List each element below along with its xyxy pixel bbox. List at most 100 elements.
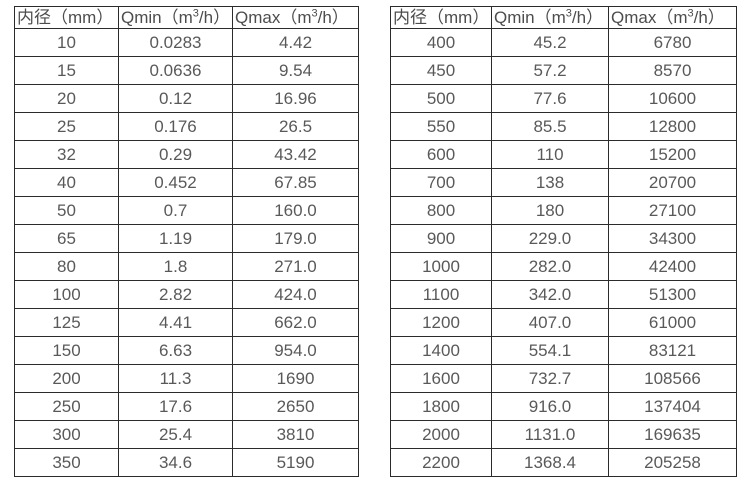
table-cell: 180 [491,196,609,225]
table-cell: 350 [14,448,119,477]
table-cell: 0.176 [118,112,233,141]
table-row: 600 110 15200 [390,140,737,169]
table-row: 350 34.6 5190 [14,448,359,477]
table-cell: 57.2 [491,56,609,85]
table-cell: 1.8 [118,252,233,281]
table-cell: 27100 [608,196,737,225]
table-row: 2000 1131.0 169635 [390,420,737,449]
table-cell: 45.2 [491,28,609,57]
table-cell: 77.6 [491,84,609,113]
table-cell: 67.85 [232,168,359,197]
table-cell: 42400 [608,252,737,281]
table-cell: 1200 [390,308,492,337]
table-cell: 32 [14,140,119,169]
table-cell: 9.54 [232,56,359,85]
table-cell: 3810 [232,420,359,449]
table-cell: 800 [390,196,492,225]
table-cell: 43.42 [232,140,359,169]
table-cell: 6780 [608,28,737,57]
flow-spec-table-large-diameters: 内径（mm） Qmin（m3/h） Qmax（m3/h） 400 45.2 6780 45… [390,6,737,477]
table-cell: 4.42 [232,28,359,57]
table-cell: 20700 [608,168,737,197]
table-cell: 34300 [608,224,737,253]
table-row: 400 45.2 6780 [390,28,737,57]
table-cell: 50 [14,196,119,225]
table-cell: 15200 [608,140,737,169]
table-cell: 450 [390,56,492,85]
table-cell: 1000 [390,252,492,281]
table-row: 900 229.0 34300 [390,224,737,253]
flow-spec-table-small-diameters: 内径（mm） Qmin（m3/h） Qmax（m3/h） 10 0.0283 4.42 1… [14,6,359,477]
column-header: Qmax（m3/h） [608,6,737,29]
table-row: 10 0.0283 4.42 [14,28,359,57]
table-cell: 15 [14,56,119,85]
table-cell: 85.5 [491,112,609,141]
table-cell: 400 [390,28,492,57]
table-cell: 110 [491,140,609,169]
table-row: 25 0.176 26.5 [14,112,359,141]
table-cell: 10600 [608,84,737,113]
cubed-superscript: 3 [192,7,199,20]
table-cell: 554.1 [491,336,609,365]
column-header: 内径（mm） [14,6,119,29]
table-cell: 20 [14,84,119,113]
cubed-superscript: 3 [311,7,318,20]
table-cell: 0.0283 [118,28,233,57]
table-cell: 8570 [608,56,737,85]
table-cell: 550 [390,112,492,141]
table-cell: 34.6 [118,448,233,477]
table-row: 200 11.3 1690 [14,364,359,393]
table-row: 500 77.6 10600 [390,84,737,113]
table-cell: 1368.4 [491,448,609,477]
table-cell: 51300 [608,280,737,309]
table-cell: 300 [14,420,119,449]
table-cell: 900 [390,224,492,253]
column-header: Qmin（m3/h） [491,6,609,29]
table-cell: 954.0 [232,336,359,365]
table-cell: 83121 [608,336,737,365]
column-header: 内径（mm） [390,6,492,29]
table-cell: 0.0636 [118,56,233,85]
table-cell: 5190 [232,448,359,477]
table-cell: 424.0 [232,280,359,309]
table-cell: 600 [390,140,492,169]
table-row: 32 0.29 43.42 [14,140,359,169]
table-cell: 1690 [232,364,359,393]
header-row: 内径（mm） Qmin（m3/h） Qmax（m3/h） [14,6,359,29]
table-cell: 0.7 [118,196,233,225]
table-cell: 25 [14,112,119,141]
table-row: 80 1.8 271.0 [14,252,359,281]
table-row: 250 17.6 2650 [14,392,359,421]
table-row: 1600 732.7 108566 [390,364,737,393]
column-header: Qmax（m3/h） [232,6,359,29]
table-cell: 138 [491,168,609,197]
table-row: 1000 282.0 42400 [390,252,737,281]
table-row: 50 0.7 160.0 [14,196,359,225]
table-cell: 662.0 [232,308,359,337]
table-cell: 1100 [390,280,492,309]
table-cell: 26.5 [232,112,359,141]
table-row: 20 0.12 16.96 [14,84,359,113]
cubed-superscript: 3 [687,7,694,20]
table-cell: 150 [14,336,119,365]
table-cell: 1.19 [118,224,233,253]
table-cell: 0.452 [118,168,233,197]
cubed-superscript: 3 [565,7,572,20]
table-row: 2200 1368.4 205258 [390,448,737,477]
table-cell: 179.0 [232,224,359,253]
table-cell: 407.0 [491,308,609,337]
table-row: 1800 916.0 137404 [390,392,737,421]
table-cell: 25.4 [118,420,233,449]
column-header: Qmin（m3/h） [118,6,233,29]
table-cell: 0.12 [118,84,233,113]
table-cell: 40 [14,168,119,197]
table-cell: 80 [14,252,119,281]
table-cell: 137404 [608,392,737,421]
table-row: 40 0.452 67.85 [14,168,359,197]
table-row: 1200 407.0 61000 [390,308,737,337]
table-cell: 271.0 [232,252,359,281]
table-cell: 1600 [390,364,492,393]
table-cell: 205258 [608,448,737,477]
table-cell: 1131.0 [491,420,609,449]
table-cell: 12800 [608,112,737,141]
